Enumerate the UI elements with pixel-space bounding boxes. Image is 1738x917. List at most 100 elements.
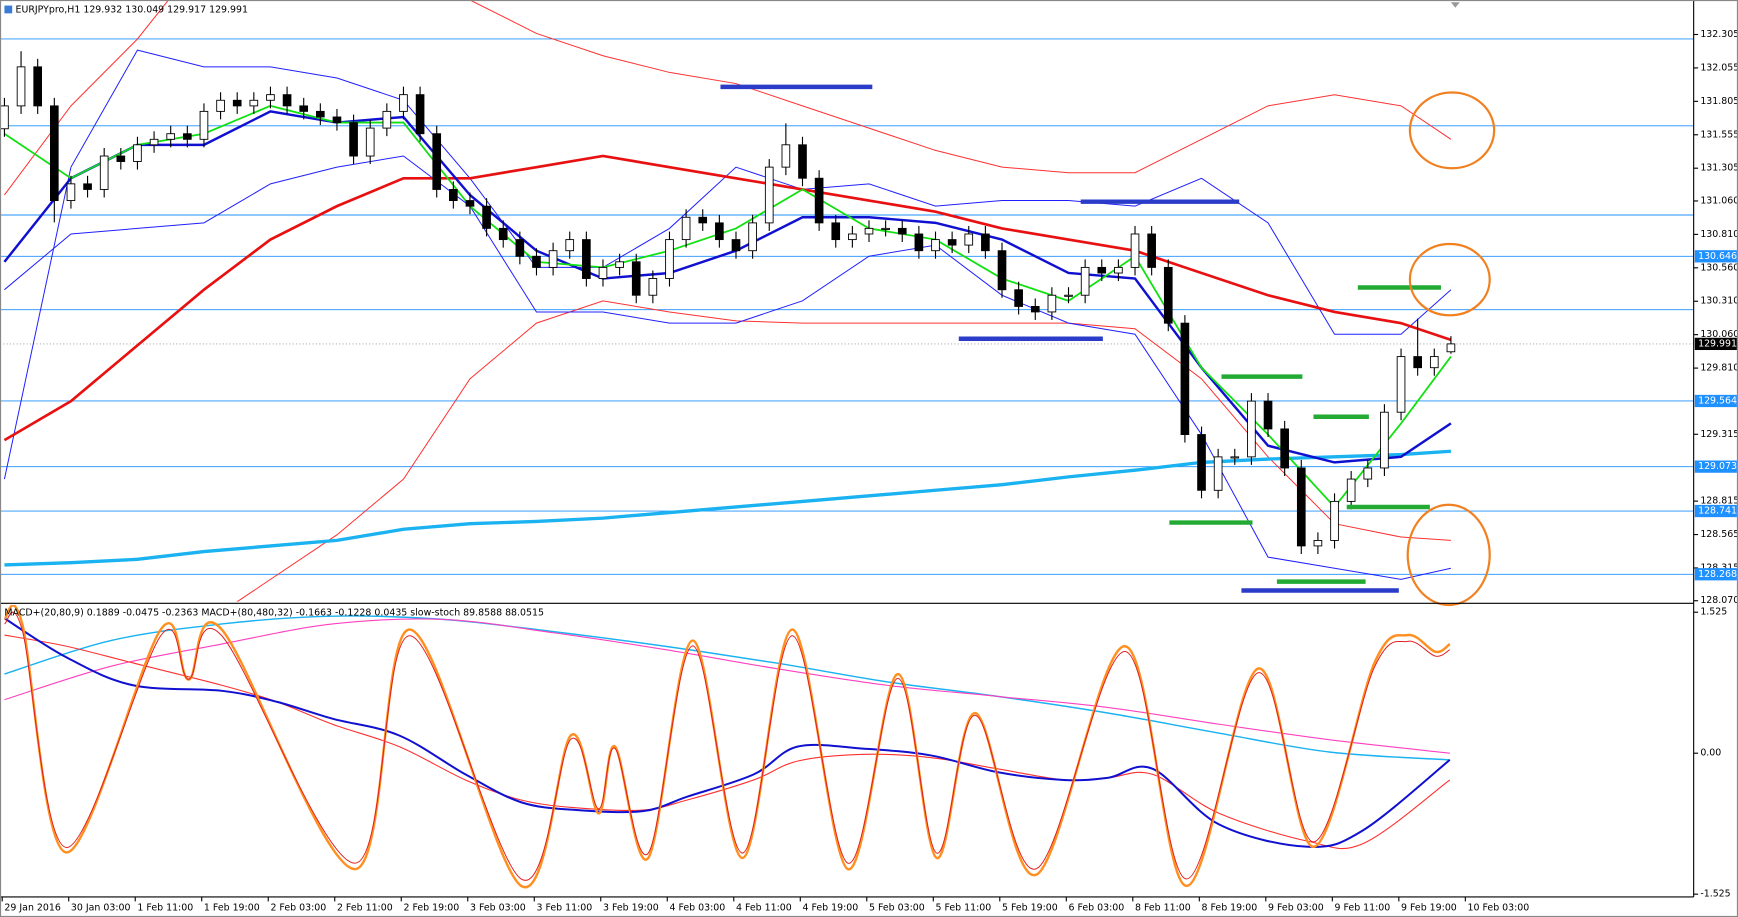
y-tick-label: 128.315 <box>1700 562 1738 573</box>
x-tick-label: 2 Feb 19:00 <box>403 903 459 914</box>
candle-body <box>33 66 43 107</box>
candle-body <box>1047 294 1057 313</box>
bid-tag-label: 129.991 <box>1698 338 1737 349</box>
candle-body <box>1230 456 1240 459</box>
candle-body <box>1080 266 1090 296</box>
drawings <box>720 2 1496 607</box>
level-tag-label: 130.646 <box>1698 251 1737 262</box>
x-tick-label: 30 Jan 03:00 <box>71 903 131 914</box>
candle-body <box>931 239 940 252</box>
candle-body <box>399 94 408 112</box>
candle-body <box>149 138 159 146</box>
candle-body <box>798 144 807 179</box>
x-tick-label: 8 Feb 11:00 <box>1135 903 1191 914</box>
candle-body <box>1180 322 1190 435</box>
y-tick-label: 131.555 <box>1700 129 1738 140</box>
y-tick-label: 131.305 <box>1700 163 1738 174</box>
candle-body <box>482 205 491 229</box>
candle-body <box>1247 400 1256 458</box>
candle-body <box>981 233 990 252</box>
candle-body <box>1396 356 1406 413</box>
indicator-line <box>4 615 1450 761</box>
level-tag <box>1694 394 1737 408</box>
candle-body <box>382 110 392 129</box>
candle-body <box>964 233 974 246</box>
candle-body <box>299 105 309 112</box>
candle-body <box>465 200 475 207</box>
candle-body <box>648 278 658 296</box>
symbol-icon <box>4 5 13 14</box>
y-tick-label: 132.305 <box>1700 29 1738 40</box>
candle-body <box>1064 294 1073 297</box>
indicator-header: MACD+(20,80,9) 0.1889 -0.0475 -0.2363 MA… <box>4 607 544 618</box>
highlight-circle <box>1408 91 1496 170</box>
candle-body <box>66 183 76 202</box>
candle-body <box>1147 233 1156 268</box>
candle-body <box>698 216 708 224</box>
candle-body <box>598 266 608 279</box>
x-tick-label: 6 Feb 03:00 <box>1069 903 1125 914</box>
y-tick-label: 130.060 <box>1700 329 1738 340</box>
candle-body <box>216 99 225 112</box>
candle-body <box>1014 289 1023 307</box>
candle-body <box>232 99 242 107</box>
candle-body <box>1296 467 1306 547</box>
level-tag <box>1694 460 1737 473</box>
x-tick-label: 5 Feb 19:00 <box>1002 903 1058 914</box>
candle-body <box>349 122 358 157</box>
candle-body <box>715 222 724 241</box>
x-tick-label: 2 Feb 11:00 <box>337 903 393 914</box>
indicator-line <box>4 618 1450 754</box>
candle-body <box>1114 266 1123 274</box>
candle-body <box>532 255 541 268</box>
indicator-line <box>3 49 1452 480</box>
candle-body <box>415 94 425 135</box>
candle-body <box>182 133 192 140</box>
indicator-line <box>3 605 1451 889</box>
candle-body <box>565 239 575 252</box>
candle-body <box>0 105 9 130</box>
candle-body <box>133 144 142 162</box>
candle-body <box>731 239 741 252</box>
highlight-circle <box>1406 503 1491 607</box>
y-tick-label: 131.805 <box>1700 96 1738 107</box>
y-tick-label: 130.560 <box>1700 262 1738 273</box>
x-tick-label: 9 Feb 03:00 <box>1268 903 1324 914</box>
candle-body <box>1213 456 1223 491</box>
indicator-line <box>4 449 1452 567</box>
indicator-line <box>3 617 1451 848</box>
shift-marker <box>1450 2 1460 8</box>
level-tag-label: 128.741 <box>1698 506 1737 517</box>
level-tag <box>1694 504 1737 518</box>
candle-body <box>615 261 624 268</box>
candle-body <box>548 250 558 268</box>
candle-body <box>1380 411 1389 469</box>
indicator-line <box>236 300 1451 602</box>
x-tick-label: 3 Feb 19:00 <box>603 903 659 914</box>
x-tick-label: 3 Feb 03:00 <box>470 903 526 914</box>
y-tick-label: 129.810 <box>1700 363 1738 374</box>
candle-body <box>897 227 907 235</box>
candle-body <box>1330 500 1339 541</box>
candle-body <box>282 94 292 107</box>
level-tag <box>1694 568 1737 581</box>
candle-body <box>332 116 342 124</box>
candle-body <box>881 227 890 230</box>
y-tick-label: 128.815 <box>1700 496 1738 507</box>
candle-body <box>631 261 641 296</box>
y-tick-label: 130.310 <box>1700 296 1738 307</box>
candle-body <box>814 177 824 224</box>
x-tick-label: 9 Feb 19:00 <box>1401 903 1457 914</box>
y-tick-label: 131.060 <box>1700 195 1738 206</box>
highlight-circle <box>1408 242 1491 317</box>
candle-body <box>947 239 957 246</box>
candle-body <box>748 222 757 252</box>
candle-body <box>1363 467 1373 480</box>
indicator-line <box>3 611 1451 881</box>
x-tick-label: 4 Feb 11:00 <box>736 903 792 914</box>
candle-body <box>681 216 691 241</box>
y-tick-label: 130.810 <box>1700 229 1738 240</box>
candle-body <box>665 239 674 279</box>
